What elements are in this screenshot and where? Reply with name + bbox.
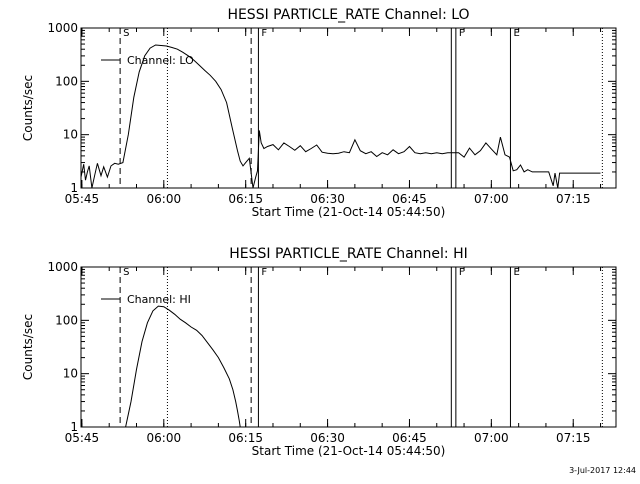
x-tick-label: 06:30 xyxy=(310,431,345,445)
x-axis-label: Start Time (21-Oct-14 05:44:50) xyxy=(252,205,446,219)
time-marker-label: F xyxy=(261,267,267,278)
x-tick-label: 07:00 xyxy=(474,431,509,445)
x-tick-label: 05:45 xyxy=(65,192,100,206)
x-tick-label: 06:15 xyxy=(228,192,263,206)
y-tick-label: 100 xyxy=(55,74,78,88)
x-tick-label: 06:15 xyxy=(228,431,263,445)
plot-frame xyxy=(80,266,617,428)
y-tick-label: 1 xyxy=(70,181,78,195)
plot-frame xyxy=(80,27,617,189)
y-tick-label: 10 xyxy=(63,367,78,381)
chart-panel-1: HESSI PARTICLE_RATE Channel: LO 05:45 06:0… xyxy=(21,7,617,219)
x-tick-label: 07:15 xyxy=(556,192,591,206)
time-marker-label: E xyxy=(513,267,519,278)
time-marker-label: F xyxy=(459,267,465,278)
chart-title: HESSI PARTICLE_RATE Channel: HI xyxy=(229,246,467,262)
x-tick-label: 07:00 xyxy=(474,192,509,206)
legend-label: Channel: LO xyxy=(127,54,194,67)
x-tick-label: 06:00 xyxy=(147,192,182,206)
time-marker-label: S xyxy=(123,28,129,39)
time-marker-label: F xyxy=(459,28,465,39)
time-marker-label: E xyxy=(513,28,519,39)
series-line xyxy=(80,44,601,189)
x-tick-label: 06:45 xyxy=(392,192,427,206)
y-tick-label: 100 xyxy=(55,313,78,327)
plot-timestamp: 3-Jul-2017 12:44 xyxy=(569,466,636,475)
x-tick-label: 06:45 xyxy=(392,431,427,445)
y-axis-label: Counts/sec xyxy=(21,314,35,380)
y-tick-label: 1000 xyxy=(47,260,78,274)
legend-label: Channel: HI xyxy=(127,293,191,306)
time-marker-label: S xyxy=(123,267,129,278)
y-axis-label: Counts/sec xyxy=(21,75,35,141)
y-tick-label: 1000 xyxy=(47,21,78,35)
x-tick-label: 06:30 xyxy=(310,192,345,206)
x-tick-label: 05:45 xyxy=(65,431,100,445)
time-marker-label: F xyxy=(261,28,267,39)
series-line xyxy=(125,305,241,428)
x-axis-label: Start Time (21-Oct-14 05:44:50) xyxy=(252,444,446,458)
y-tick-label: 10 xyxy=(63,128,78,142)
x-tick-label: 06:00 xyxy=(147,431,182,445)
chart-title: HESSI PARTICLE_RATE Channel: LO xyxy=(227,7,469,23)
chart-panel-2: HESSI PARTICLE_RATE Channel: HI 05:45 06:0… xyxy=(21,246,617,458)
x-tick-label: 07:15 xyxy=(556,431,591,445)
y-tick-label: 1 xyxy=(70,420,78,434)
